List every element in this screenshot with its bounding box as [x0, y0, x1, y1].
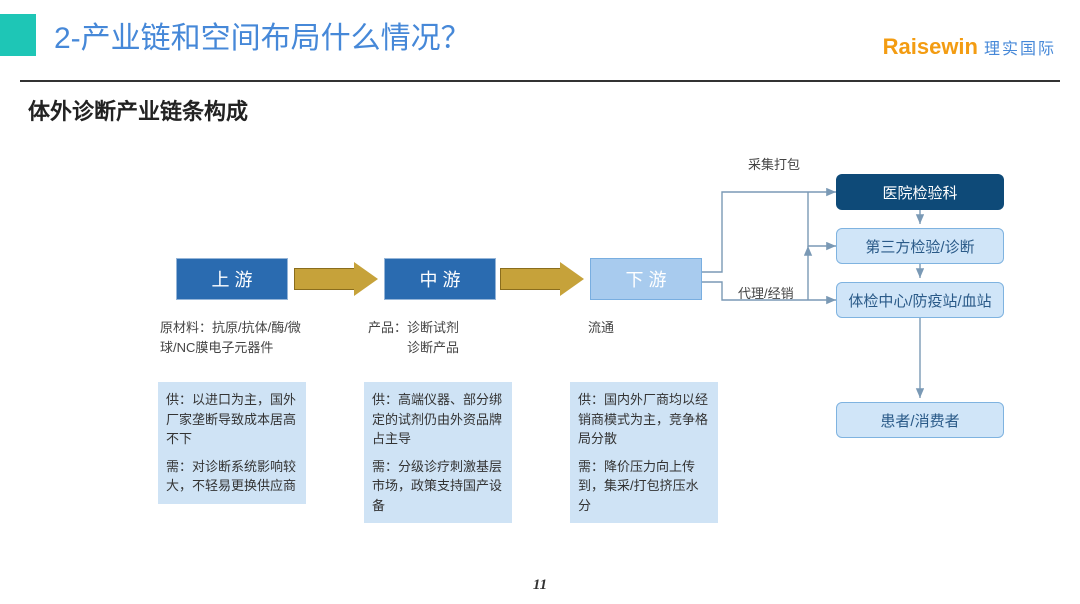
route-label-bottom: 代理/经销	[738, 283, 794, 302]
desc-midstream: 产品：诊断试剂 诊断产品	[368, 318, 538, 357]
infobox-upstream-demand: 需：对诊断系统影响较大，不轻易更换供应商	[166, 457, 298, 496]
infobox-midstream-demand: 需：分级诊疗刺激基层市场，政策支持国产设备	[372, 457, 504, 516]
desc-downstream: 流通	[588, 318, 758, 338]
infobox-midstream: 供：高端仪器、部分绑定的试剂仍由外资品牌占主导 需：分级诊疗刺激基层市场，政策支…	[364, 382, 512, 523]
stage-midstream: 中 游	[384, 258, 496, 300]
infobox-midstream-supply: 供：高端仪器、部分绑定的试剂仍由外资品牌占主导	[372, 390, 504, 449]
infobox-upstream-supply: 供：以进口为主，国外厂家垄断导致成本居高不下	[166, 390, 298, 449]
dest-hospital: 医院检验科	[836, 174, 1004, 210]
infobox-downstream-demand: 需：降价压力向上传到，集采/打包挤压水分	[578, 457, 710, 516]
diagram-canvas: 上 游 中 游 下 游 原材料：抗原/抗体/酶/微球/NC膜电子元器件 产品：诊…	[0, 0, 1080, 604]
infobox-upstream: 供：以进口为主，国外厂家垄断导致成本居高不下 需：对诊断系统影响较大，不轻易更换…	[158, 382, 306, 504]
stage-downstream: 下 游	[590, 258, 702, 300]
infobox-downstream: 供：国内外厂商均以经销商模式为主，竞争格局分散 需：降价压力向上传到，集采/打包…	[570, 382, 718, 523]
dest-centers: 体检中心/防疫站/血站	[836, 282, 1004, 318]
dest-thirdparty: 第三方检验/诊断	[836, 228, 1004, 264]
page-number: 11	[0, 577, 1080, 594]
desc-upstream: 原材料：抗原/抗体/酶/微球/NC膜电子元器件	[160, 318, 330, 357]
arrow-1	[294, 262, 380, 296]
route-label-top: 采集打包	[748, 154, 800, 173]
infobox-downstream-supply: 供：国内外厂商均以经销商模式为主，竞争格局分散	[578, 390, 710, 449]
dest-consumer: 患者/消费者	[836, 402, 1004, 438]
arrow-2	[500, 262, 586, 296]
stage-upstream: 上 游	[176, 258, 288, 300]
